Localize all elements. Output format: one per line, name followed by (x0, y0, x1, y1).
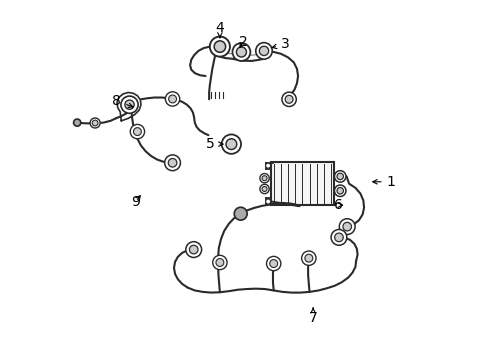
Circle shape (285, 95, 293, 103)
Circle shape (130, 125, 145, 139)
Circle shape (74, 119, 81, 126)
Text: 6: 6 (334, 198, 343, 212)
Circle shape (236, 47, 246, 57)
Text: 3: 3 (272, 37, 290, 51)
Circle shape (169, 95, 176, 103)
Text: 4: 4 (216, 21, 224, 37)
Circle shape (331, 229, 347, 245)
Circle shape (121, 96, 138, 113)
Circle shape (266, 163, 270, 168)
Circle shape (259, 46, 269, 55)
Text: 2: 2 (239, 35, 247, 49)
Circle shape (339, 219, 355, 234)
Circle shape (210, 37, 230, 57)
Circle shape (125, 100, 134, 109)
Text: 7: 7 (309, 308, 318, 325)
Circle shape (226, 139, 237, 149)
Circle shape (92, 120, 98, 126)
Circle shape (168, 158, 177, 167)
Circle shape (260, 184, 269, 194)
Circle shape (133, 128, 141, 135)
Circle shape (302, 251, 316, 265)
Circle shape (260, 174, 269, 183)
Circle shape (216, 258, 224, 266)
Circle shape (262, 176, 267, 181)
Circle shape (186, 242, 201, 257)
Circle shape (305, 254, 313, 262)
Circle shape (262, 186, 267, 192)
Circle shape (282, 92, 296, 107)
Circle shape (267, 256, 281, 271)
Circle shape (213, 255, 227, 270)
Text: 9: 9 (131, 194, 140, 208)
Circle shape (232, 43, 250, 61)
Text: 8: 8 (112, 94, 133, 108)
Circle shape (270, 260, 278, 267)
Circle shape (90, 118, 100, 128)
Circle shape (335, 185, 346, 197)
Bar (271, 162, 334, 205)
Circle shape (166, 92, 180, 106)
Circle shape (266, 199, 270, 204)
Circle shape (337, 173, 343, 180)
Circle shape (335, 233, 343, 242)
Circle shape (190, 245, 198, 254)
Circle shape (221, 134, 241, 154)
Circle shape (256, 42, 272, 59)
Circle shape (165, 155, 180, 171)
Text: 5: 5 (206, 137, 223, 151)
Circle shape (234, 207, 247, 220)
Circle shape (335, 171, 346, 182)
Circle shape (337, 188, 343, 194)
Text: 1: 1 (373, 175, 395, 189)
Circle shape (214, 41, 225, 52)
Circle shape (343, 222, 351, 231)
